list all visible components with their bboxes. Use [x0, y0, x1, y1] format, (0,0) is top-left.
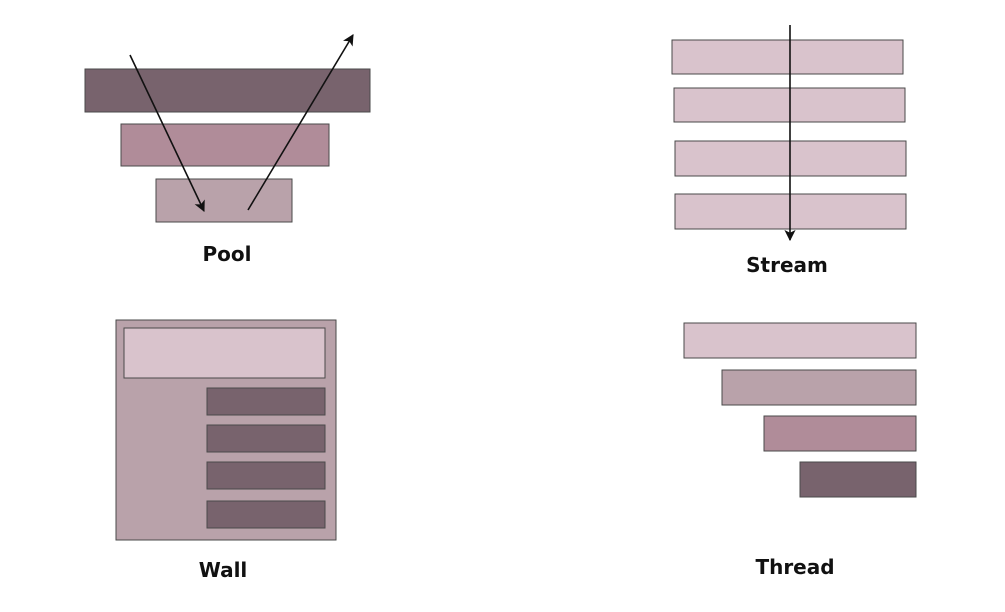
wall-pattern: Wall — [115, 319, 337, 582]
pool-label: Pool — [203, 242, 252, 266]
stream-label: Stream — [746, 253, 828, 277]
thread-label: Thread — [755, 555, 834, 579]
wall-tile-1 — [206, 387, 326, 416]
pool-arrow-out — [247, 34, 354, 211]
pool-pattern: Pool — [84, 34, 371, 266]
stream-pattern: Stream — [671, 25, 907, 277]
pool-bar-middle — [120, 123, 330, 167]
stream-bar-1 — [671, 39, 904, 75]
pool-bar-bottom — [155, 178, 293, 223]
wall-tile-2 — [206, 424, 326, 453]
thread-bar-2 — [721, 369, 917, 406]
thread-pattern: Thread — [683, 322, 917, 579]
thread-bar-3 — [763, 415, 917, 452]
thread-bar-4 — [799, 461, 917, 498]
wall-label: Wall — [199, 558, 248, 582]
wall-tile-3 — [206, 461, 326, 490]
pool-bar-top — [84, 68, 371, 113]
wall-header-panel — [123, 327, 326, 379]
pool-arrow-in — [129, 54, 205, 213]
wall-tile-4 — [206, 500, 326, 529]
thread-bar-1 — [683, 322, 917, 359]
